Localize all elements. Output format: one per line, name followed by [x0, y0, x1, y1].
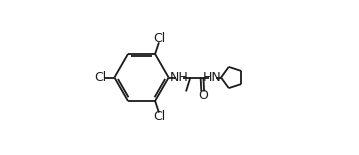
Text: Cl: Cl: [94, 71, 106, 84]
Text: Cl: Cl: [153, 33, 165, 45]
Text: Cl: Cl: [153, 110, 165, 122]
Text: HN: HN: [203, 71, 222, 84]
Text: O: O: [198, 89, 208, 102]
Text: NH: NH: [170, 71, 188, 84]
